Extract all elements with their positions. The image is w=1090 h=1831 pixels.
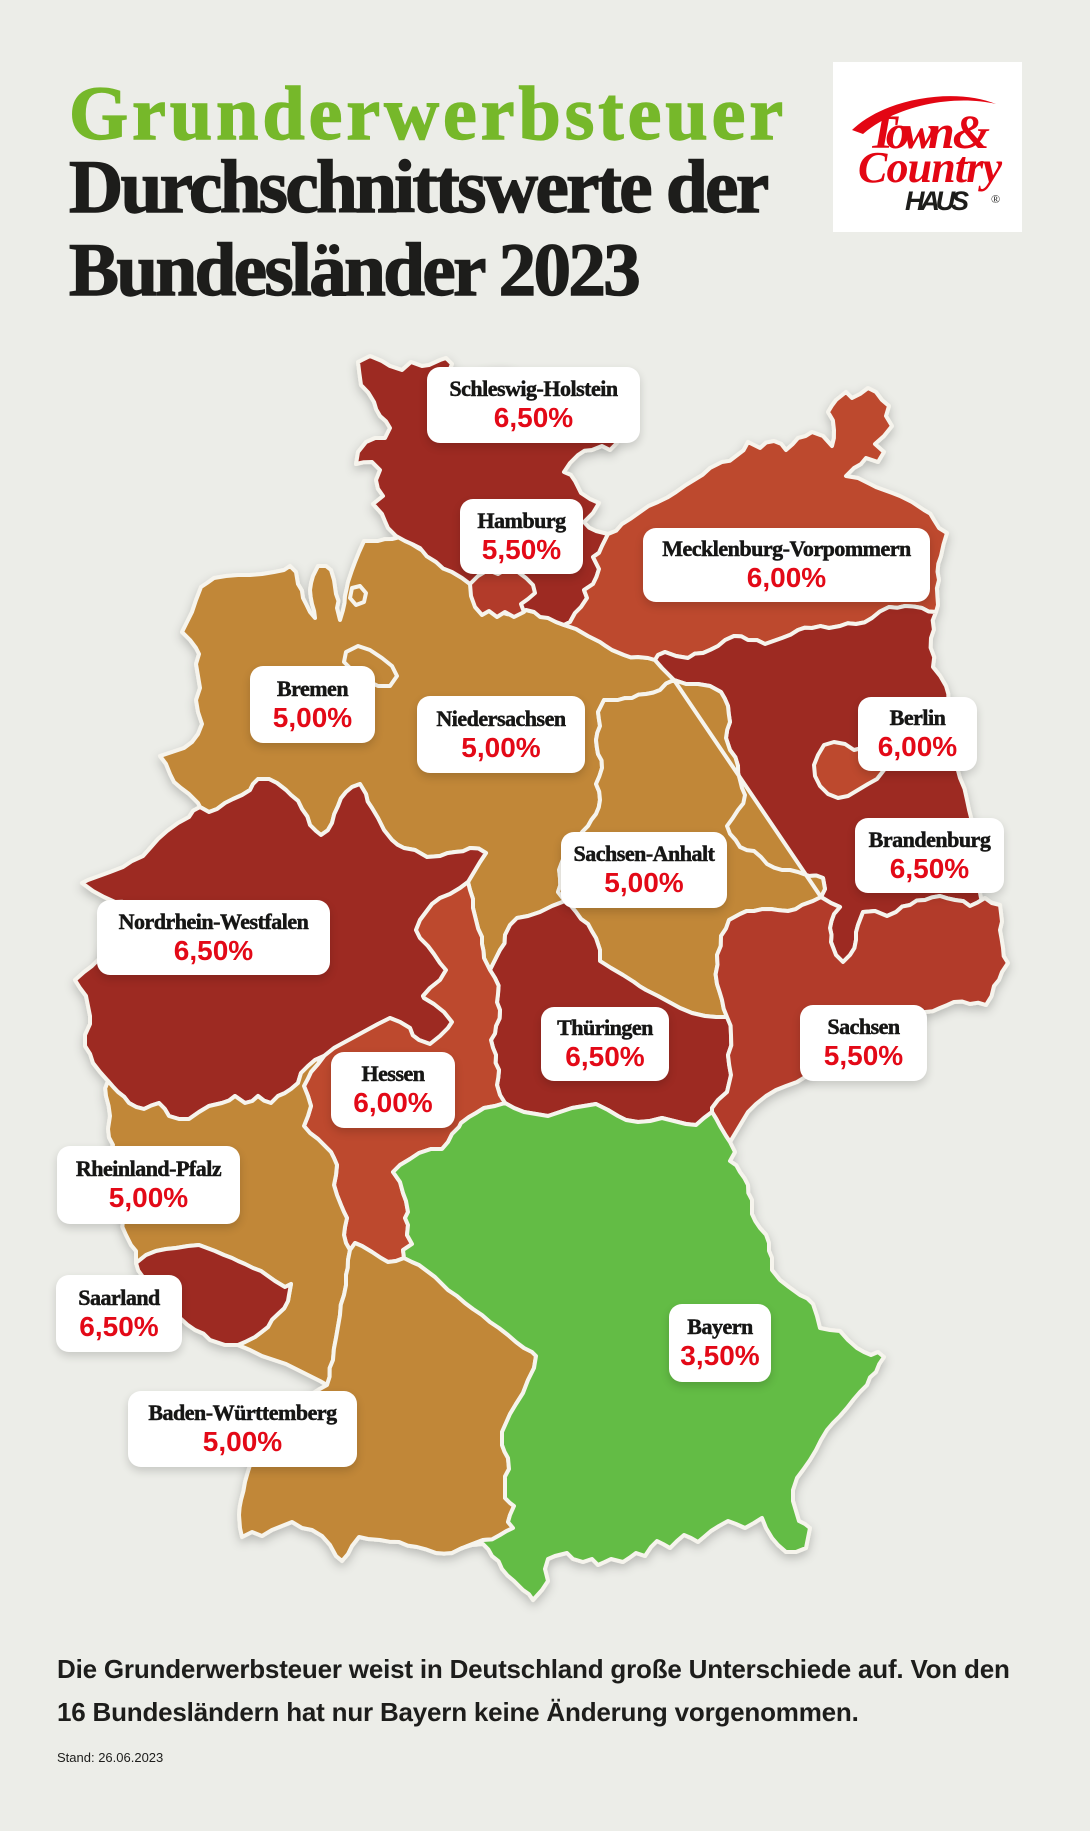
svg-text:Country: Country — [858, 143, 1002, 192]
svg-text:®: ® — [991, 192, 1000, 206]
svg-text:HAUS: HAUS — [905, 186, 969, 216]
svg-text:Town &: Town & — [868, 106, 990, 159]
